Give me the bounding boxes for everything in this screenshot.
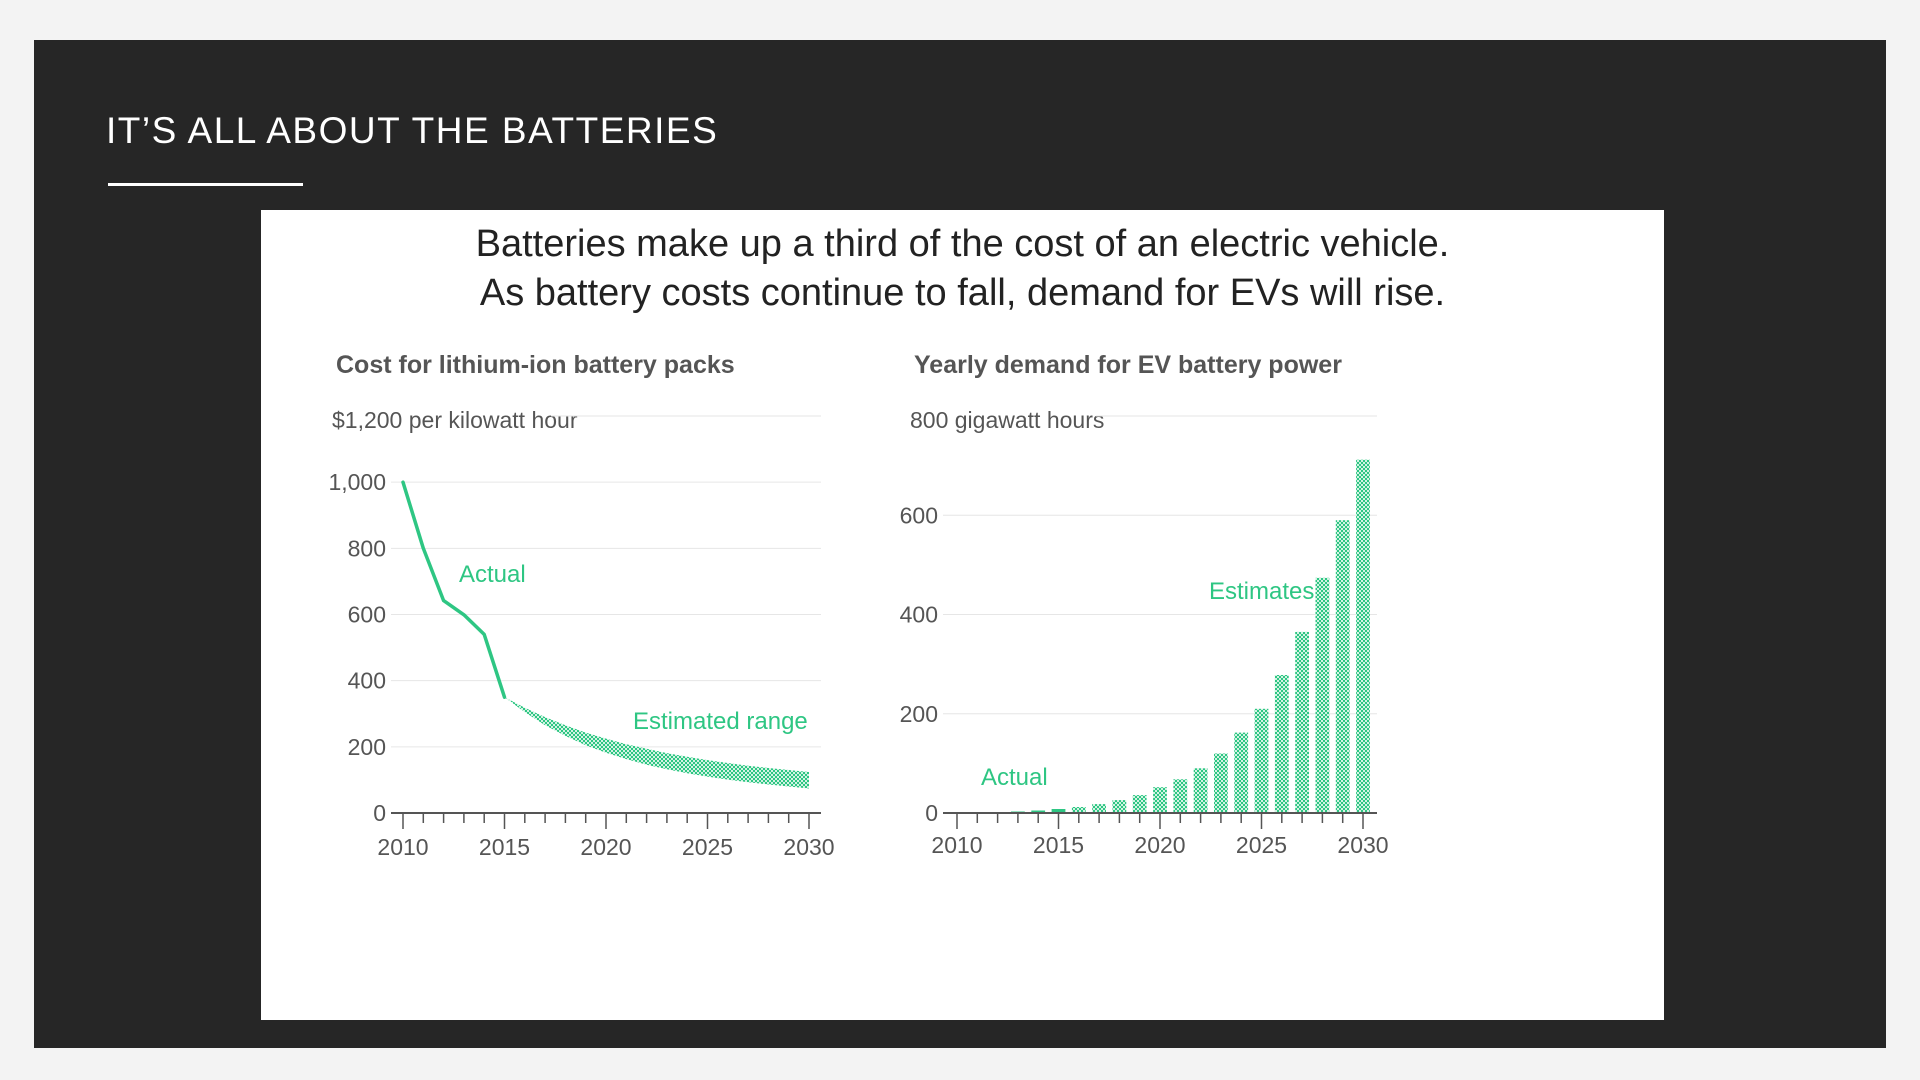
demand-bar-estimate bbox=[1234, 732, 1249, 813]
demand-bar-estimate bbox=[1274, 675, 1289, 813]
demand-bar-estimate bbox=[1112, 800, 1127, 813]
demand-y-tick-label: 600 bbox=[900, 502, 938, 528]
demand-bar-actual bbox=[1051, 809, 1066, 813]
demand-bar-actual bbox=[1031, 810, 1046, 813]
cost-y-tick-label: 1,000 bbox=[328, 469, 386, 495]
demand-bars bbox=[950, 459, 1370, 813]
demand-chart-unit-label: 800 gigawatt hours bbox=[910, 407, 1104, 433]
cost-gridlines bbox=[391, 415, 821, 748]
cost-y-tick-label: 0 bbox=[373, 800, 386, 826]
demand-bar-estimate bbox=[1092, 804, 1106, 813]
headline-line-2: As battery costs continue to fall, deman… bbox=[479, 272, 1446, 314]
demand-bar-estimate bbox=[1173, 779, 1188, 813]
demand-y-tick-label: 400 bbox=[900, 602, 938, 628]
demand-x-tick-label: 2030 bbox=[1337, 832, 1388, 858]
demand-bar-estimate bbox=[1071, 807, 1086, 813]
demand-x-tick-label: 2020 bbox=[1134, 832, 1185, 858]
estimates-annotation: Estimates bbox=[1209, 578, 1314, 605]
demand-bar-estimate bbox=[1315, 577, 1330, 813]
figure-headline: Batteries make up a third of the cost of… bbox=[261, 220, 1664, 318]
cost-y-tick-label: 600 bbox=[348, 602, 386, 628]
demand-bar-estimate bbox=[1335, 520, 1350, 813]
demand-y-tick-label: 0 bbox=[925, 800, 938, 826]
estimated-range-area bbox=[504, 697, 809, 789]
cost-y-tick-label: 200 bbox=[348, 734, 386, 760]
cost-y-ticks: 0 200 400 600 800 1,000 bbox=[328, 469, 386, 826]
demand-x-ticks: 2010 2015 2020 2025 2030 bbox=[931, 812, 1389, 858]
demand-bar-estimate bbox=[1214, 753, 1228, 813]
headline-line-1: Batteries make up a third of the cost of… bbox=[475, 223, 1450, 265]
actual-annotation: Actual bbox=[459, 561, 526, 588]
demand-bar-estimate bbox=[1193, 768, 1208, 813]
cost-x-tick-label: 2015 bbox=[479, 834, 530, 860]
demand-bar-estimate bbox=[1254, 708, 1269, 813]
cost-chart-title: Cost for lithium-ion battery packs bbox=[336, 351, 735, 379]
demand-y-ticks: 0 200 400 600 bbox=[900, 502, 938, 826]
cost-x-tick-label: 2030 bbox=[783, 834, 834, 860]
slide-title: IT’S ALL ABOUT THE BATTERIES bbox=[106, 110, 719, 151]
cost-x-tick-label: 2020 bbox=[580, 834, 631, 860]
cost-chart-unit-label: $1,200 per kilowatt hour bbox=[332, 407, 578, 433]
demand-bar-estimate bbox=[1295, 631, 1309, 813]
demand-y-tick-label: 200 bbox=[900, 701, 938, 727]
cost-chart: Cost for lithium-ion battery packs $1,20… bbox=[328, 351, 834, 860]
cost-y-tick-label: 400 bbox=[348, 668, 386, 694]
demand-x-tick-label: 2015 bbox=[1033, 832, 1084, 858]
estimated-range-annotation: Estimated range bbox=[633, 708, 808, 735]
actual-bars-annotation: Actual bbox=[981, 764, 1048, 791]
figure-panel: Batteries make up a third of the cost of… bbox=[261, 210, 1664, 1020]
demand-x-tick-label: 2010 bbox=[931, 832, 982, 858]
demand-gridlines bbox=[943, 415, 1377, 715]
demand-x-tick-label: 2025 bbox=[1236, 832, 1287, 858]
slide: IT’S ALL ABOUT THE BATTERIES Batteries m… bbox=[34, 40, 1886, 1048]
cost-marks bbox=[401, 480, 809, 789]
charts-svg: Cost for lithium-ion battery packs $1,20… bbox=[328, 351, 1389, 860]
demand-chart: Yearly demand for EV battery power 800 g… bbox=[900, 351, 1389, 858]
cost-x-tick-label: 2010 bbox=[377, 834, 428, 860]
actual-cost-line bbox=[401, 480, 507, 699]
demand-bar-estimate bbox=[1153, 787, 1167, 813]
demand-chart-title: Yearly demand for EV battery power bbox=[914, 351, 1342, 379]
cost-y-tick-label: 800 bbox=[348, 535, 386, 561]
demand-bar-estimate bbox=[1356, 459, 1370, 813]
cost-x-ticks: 2010 2015 2020 2025 2030 bbox=[377, 812, 835, 860]
cost-x-tick-label: 2025 bbox=[682, 834, 733, 860]
demand-bar-estimate bbox=[1132, 795, 1147, 813]
title-underline bbox=[108, 183, 303, 186]
